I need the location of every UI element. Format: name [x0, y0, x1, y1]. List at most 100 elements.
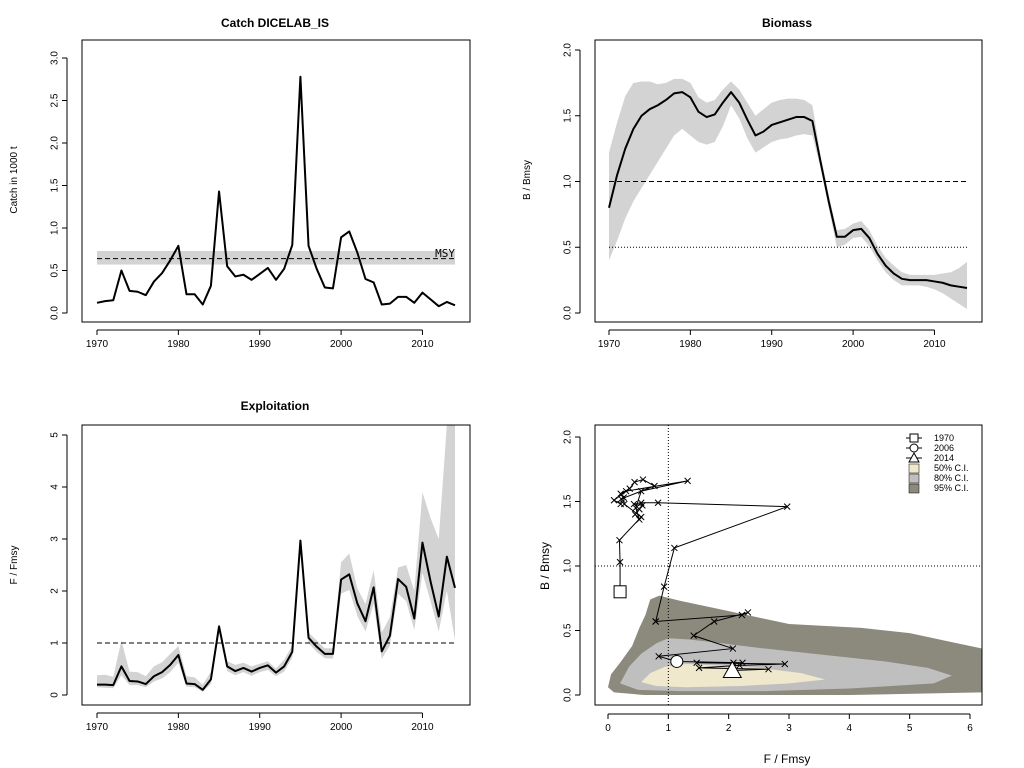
kobe-trajectory-point [654, 499, 662, 507]
kobe-trajectory-point [738, 611, 746, 619]
biomass-y-label: B / Bmsy [522, 160, 533, 200]
exploitation-y-tick-label: 3 [50, 536, 61, 542]
legend-label-ci50: 50% C.I. [934, 463, 969, 473]
exploitation-x-tick-label: 1970 [86, 722, 109, 733]
exploitation-y-label: F / Fmsy [9, 546, 20, 585]
catch-x-tick-label: 2010 [411, 339, 434, 350]
kobe-trajectory-point [655, 652, 663, 660]
kobe-trajectory-point [631, 478, 638, 486]
kobe-x-tick-label: 6 [967, 723, 973, 734]
catch-series-line [96, 75, 456, 308]
kobe-plot-area: 0 1 2 3 4 5 6 0.0 0.5 1.0 1.5 2.0 [563, 424, 983, 734]
kobe-x-tick-label: 4 [847, 723, 853, 734]
kobe-x-tick-label: 0 [605, 723, 611, 734]
biomass-series-line [608, 91, 968, 289]
kobe-x-label: F / Fmsy [764, 752, 811, 766]
kobe-x-tick-label: 2 [726, 723, 732, 734]
exploitation-y-tick-label: 1 [50, 640, 61, 646]
kobe-trajectory-point [610, 496, 618, 504]
biomass-y-tick-label: 0.5 [563, 240, 574, 254]
kobe-x-tick-label: 3 [786, 723, 792, 734]
legend-circle-icon [909, 443, 919, 453]
kobe-trajectory-point [626, 485, 634, 492]
exploitation-y-tick-label: 2 [50, 588, 61, 594]
biomass-x-tick-label: 2000 [842, 339, 865, 350]
catch-y-tick-label: 1.0 [50, 221, 61, 235]
legend-label-ci80: 80% C.I. [934, 473, 969, 483]
kobe-trajectory-point [637, 487, 645, 495]
catch-x-tick-label: 2000 [330, 339, 353, 350]
exploitation-x-tick-label: 1990 [249, 722, 272, 733]
catch-plot-box [81, 39, 471, 323]
exploitation-panel: Exploitation F / Fmsy 1970 1980 1990 2000 20… [9, 399, 471, 733]
exploitation-series-line [97, 539, 456, 691]
kobe-trajectory-point [684, 477, 691, 485]
legend-ci50-swatch [908, 463, 920, 474]
legend-label-ci95: 95% C.I. [934, 483, 969, 493]
legend-ci95-swatch [908, 483, 920, 494]
exploitation-plot-box [81, 424, 471, 706]
kobe-trajectory-point [765, 665, 772, 673]
exploitation-x-tick-label: 2010 [411, 722, 434, 733]
biomass-title: Biomass [762, 16, 812, 30]
exploitation-plot-area: 1970 1980 1990 2000 2010 0 1 2 3 4 5 [50, 424, 471, 733]
kobe-trajectory-point [671, 544, 678, 552]
biomass-ci-band [609, 78, 967, 310]
kobe-trajectory-point [637, 499, 645, 507]
marker-2006 [670, 654, 684, 668]
catch-y-tick-label: 1.5 [50, 178, 61, 192]
msy-label: MSY [435, 247, 455, 260]
exploitation-y-tick-label: 0 [50, 692, 61, 698]
catch-y-tick-label: 0.5 [50, 263, 61, 277]
catch-y-tick-label: 2.0 [50, 136, 61, 150]
legend-label-1970: 1970 [934, 433, 954, 443]
kobe-trajectory-point [636, 505, 643, 513]
kobe-trajectory-point [695, 664, 703, 672]
biomass-x-tick-label: 1970 [598, 339, 621, 350]
kobe-trajectory-point [616, 536, 623, 544]
exploitation-y-tick-label: 4 [50, 484, 61, 490]
legend-label-2006: 2006 [934, 443, 954, 453]
biomass-y-tick-label: 0.0 [563, 306, 574, 320]
biomass-x-tick-label: 1990 [761, 339, 784, 350]
catch-plot-area: 1970 1980 1990 2000 2010 0.0 0.5 1.0 1.5 2.0 2.5 3.… [50, 39, 471, 350]
kobe-trajectory-point [783, 503, 791, 511]
kobe-trajectory-point [690, 632, 698, 640]
kobe-trajectory-point [630, 500, 638, 508]
catch-title: Catch DICELAB_IS [221, 16, 329, 30]
biomass-y-tick-label: 2.0 [563, 43, 574, 57]
legend-ci80-swatch [908, 473, 920, 484]
kobe-y-label: B / Bmsy [538, 542, 552, 590]
biomass-panel: Biomass B / Bmsy 1970 1980 1990 2000 2010 0.0… [522, 16, 983, 350]
exploitation-x-tick-label: 2000 [330, 722, 353, 733]
kobe-trajectory-point [660, 583, 668, 590]
biomass-x-tick-label: 2010 [923, 339, 946, 350]
exploitation-title: Exploitation [241, 399, 310, 413]
catch-x-tick-label: 1980 [167, 339, 190, 350]
kobe-trajectory-point [744, 609, 752, 616]
catch-y-tick-label: 3.0 [50, 51, 61, 65]
kobe-legend: 1970 2006 2014 50% C.I. 80% C.I. 95% C.I… [906, 433, 969, 494]
kobe-y-tick-label: 0.0 [563, 688, 574, 702]
kobe-x-tick-label: 1 [666, 723, 672, 734]
kobe-trajectory-point [652, 618, 660, 625]
biomass-x-tick-label: 1980 [679, 339, 702, 350]
catch-x-tick-label: 1970 [86, 339, 109, 350]
marker-2014 [722, 660, 743, 678]
kobe-plot-box [594, 424, 983, 706]
kobe-y-tick-label: 0.5 [563, 623, 574, 637]
catch-y-tick-label: 0.0 [50, 306, 61, 320]
kobe-trajectory-point [651, 482, 658, 490]
legend-square-icon [909, 433, 919, 443]
kobe-trajectory-point [617, 500, 625, 508]
kobe-trajectory-point [631, 511, 639, 518]
kobe-trajectory-point [729, 645, 737, 652]
kobe-panel: B / Bmsy F / Fmsy 0 1 2 3 4 5 6 0.0 0.5 1.0 1.5 2.0… [538, 424, 983, 766]
legend-triangle-icon [908, 451, 920, 463]
kobe-trajectory-point [632, 504, 640, 512]
exploitation-ci-band [97, 425, 455, 692]
exploitation-y-tick-label: 5 [50, 432, 61, 438]
kobe-trajectory-point [616, 558, 624, 566]
msy-band [97, 250, 455, 265]
